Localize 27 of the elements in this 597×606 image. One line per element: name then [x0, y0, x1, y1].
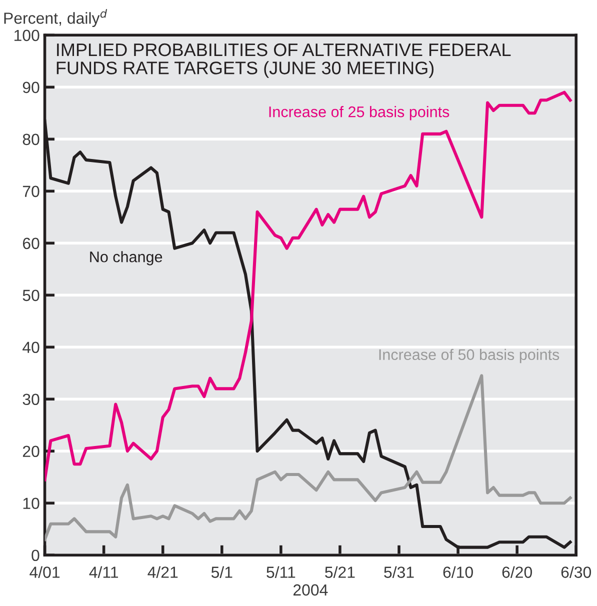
y-tick-label: 0: [32, 550, 40, 562]
y-tick-label: 100: [14, 30, 40, 42]
y-tick-label: 20: [22, 446, 40, 458]
x-tick-label: 6/30: [561, 566, 592, 578]
series-label: Increase of 50 basis points: [379, 348, 560, 364]
x-tick-label: 4/21: [148, 566, 178, 578]
y-tick-label: 40: [22, 342, 40, 354]
series-label: No change: [90, 251, 162, 266]
y-tick-label: 30: [22, 394, 40, 406]
y-axis-title: Percent, daily$^{d}$: [4, 9, 108, 28]
x-tick-label: 5/21: [325, 566, 355, 578]
text: IMPLIED PROBABILITIES OF ALTERNATIVE FEDERAL FUNDS RATE TARGETS (JUNE 30 MEETING): [56, 43, 511, 78]
y-tick-label: 80: [22, 134, 40, 146]
x-tick-label: 6/20: [502, 566, 532, 578]
y-tick-label: 10: [23, 498, 40, 510]
y-tick-label: 50: [22, 290, 40, 302]
x-tick-label: 4/01: [30, 566, 60, 578]
y-tick-label: 90: [22, 82, 40, 94]
x-axis-title: 2004: [293, 584, 328, 596]
series-label: Increase of 25 basis points: [269, 106, 450, 120]
x-tick-label: 5/31: [384, 566, 414, 578]
y-tick-label: 70: [22, 186, 40, 198]
x-tick-label: 6/10: [443, 566, 473, 578]
x-tick-label: 4/11: [89, 566, 118, 578]
x-tick-label: 5/11: [266, 566, 296, 578]
y-tick-label: 60: [22, 238, 40, 250]
x-tick-label: 5/1: [211, 566, 232, 578]
